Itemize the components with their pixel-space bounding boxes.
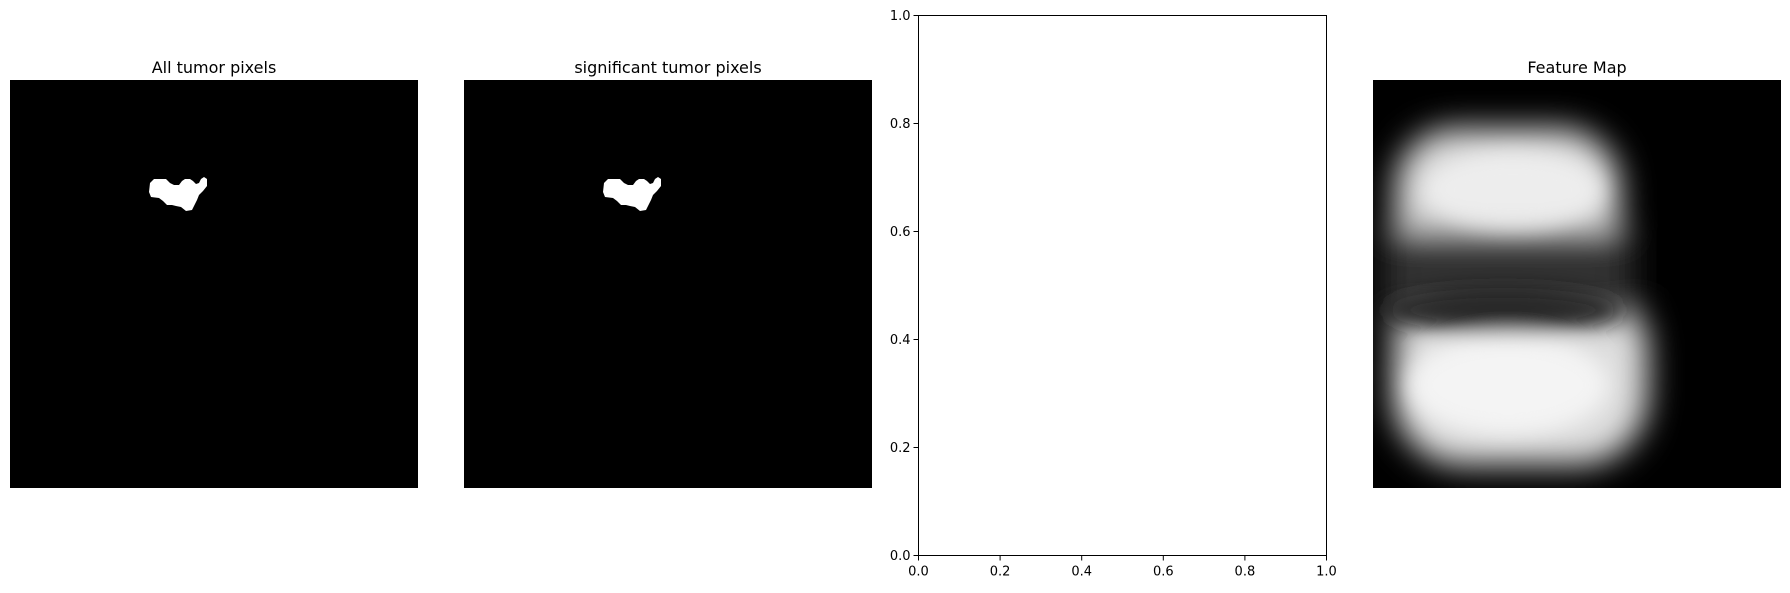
empty-axes-panel: 0.0 0.2 0.4 0.6 0.8 1.0 0.0 0.2 0.4 0.6 0.8 1.0 — [878, 0, 1358, 589]
tumor-region — [149, 177, 207, 211]
y-tick-label: 0.6 — [890, 225, 911, 240]
panel-title-feature-map: Feature Map — [1527, 58, 1627, 77]
y-tick-label: 0.2 — [890, 441, 911, 456]
x-tick-label: 0.0 — [908, 565, 929, 580]
y-tick-label: 0.8 — [890, 117, 911, 132]
feature-map-image — [1373, 80, 1781, 488]
y-tick-label: 0.4 — [890, 333, 911, 348]
significant-tumor-pixels-image — [464, 80, 872, 488]
x-tick-label: 0.2 — [990, 565, 1011, 580]
x-tick-label: 0.6 — [1153, 565, 1174, 580]
y-tick-label: 1.0 — [890, 9, 911, 24]
axes-frame — [918, 15, 1327, 556]
y-tick-label: 0.0 — [890, 549, 911, 564]
all-tumor-pixels-image — [10, 80, 418, 488]
panel-title-all-tumor-pixels: All tumor pixels — [151, 58, 277, 77]
x-tick-label: 0.8 — [1235, 565, 1256, 580]
x-tick-label: 1.0 — [1316, 565, 1337, 580]
x-tick-label: 0.4 — [1071, 565, 1092, 580]
tumor-region — [603, 177, 661, 211]
panel-title-significant-tumor-pixels: significant tumor pixels — [574, 58, 762, 77]
